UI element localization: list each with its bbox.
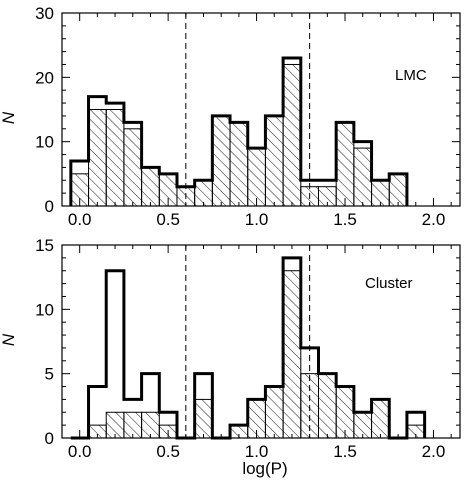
cluster-dashed-lines — [185, 245, 311, 438]
lmc-hatched-bar — [211, 115, 231, 207]
cluster-x-tick-label: 1.0 — [245, 442, 269, 461]
cluster-x-tick-label: 0.5 — [156, 442, 180, 461]
lmc-hatched-bar — [335, 121, 355, 207]
lmc-hatched-bar — [229, 121, 249, 207]
cluster-y-ticks: 0 5 10 15 — [35, 236, 460, 448]
cluster-panel: 0.0 0.5 1.0 1.5 2.0 0 5 10 15 Cluster N log(P) — [0, 236, 461, 478]
lmc-x-ticks: 0.0 0.5 1.0 1.5 2.0 — [68, 13, 452, 229]
lmc-y-axis-label: N — [0, 111, 18, 124]
cluster-hatched-bar — [194, 398, 213, 439]
cluster-y-tick-label: 15 — [35, 236, 54, 255]
lmc-hatched-bar — [141, 166, 160, 207]
cluster-panel-label: Cluster — [365, 275, 413, 292]
lmc-x-tick-label: 1.5 — [333, 210, 357, 229]
cluster-y-tick-label: 10 — [35, 300, 54, 319]
cluster-y-axis-label: N — [0, 333, 18, 346]
cluster-hatched-bar — [317, 373, 337, 439]
lmc-y-tick-label: 30 — [35, 4, 54, 23]
cluster-y-tick-label: 0 — [45, 429, 54, 448]
cluster-x-tick-label: 0.0 — [68, 442, 92, 461]
lmc-hatched-bar — [123, 128, 143, 207]
cluster-y-tick-label: 5 — [45, 365, 54, 384]
lmc-hatched-bars — [70, 63, 408, 207]
lmc-y-tick-label: 0 — [45, 197, 54, 216]
lmc-x-tick-label: 0.5 — [156, 210, 180, 229]
lmc-hatched-bar — [282, 63, 302, 207]
lmc-outline-histogram — [69, 56, 409, 206]
lmc-x-tick-label: 0.0 — [68, 210, 92, 229]
lmc-hatched-bar — [353, 147, 373, 207]
lmc-y-tick-label: 10 — [35, 133, 54, 152]
cluster-hatched-bar — [282, 270, 302, 439]
lmc-hatched-bar — [247, 147, 266, 207]
lmc-y-ticks: 0 10 20 30 — [35, 4, 460, 216]
lmc-hatched-bar — [264, 115, 284, 207]
x-axis-label: log(P) — [242, 459, 287, 478]
lmc-y-tick-label: 20 — [35, 68, 54, 87]
cluster-hatched-bar — [264, 386, 284, 439]
cluster-hatched-bars — [88, 270, 426, 439]
cluster-x-tick-label: 2.0 — [422, 442, 446, 461]
lmc-hatched-bar — [105, 109, 125, 207]
lmc-x-tick-label: 1.0 — [245, 210, 269, 229]
lmc-hatched-bar — [388, 173, 408, 207]
lmc-panel: 0.0 0.5 1.0 1.5 2.0 0 10 20 30 LMC N — [0, 4, 461, 229]
cluster-axes-frame — [61, 244, 461, 439]
lmc-axes-frame — [61, 12, 461, 207]
cluster-x-ticks: 0.0 0.5 1.0 1.5 2.0 — [68, 245, 452, 461]
lmc-panel-label: LMC — [395, 67, 427, 84]
lmc-dashed-lines — [185, 13, 311, 206]
lmc-x-tick-label: 2.0 — [422, 210, 446, 229]
cluster-x-tick-label: 1.5 — [333, 442, 357, 461]
cluster-hatched-bar — [371, 398, 390, 439]
lmc-hatched-bar — [88, 109, 107, 207]
cluster-outline-histogram — [70, 256, 427, 440]
